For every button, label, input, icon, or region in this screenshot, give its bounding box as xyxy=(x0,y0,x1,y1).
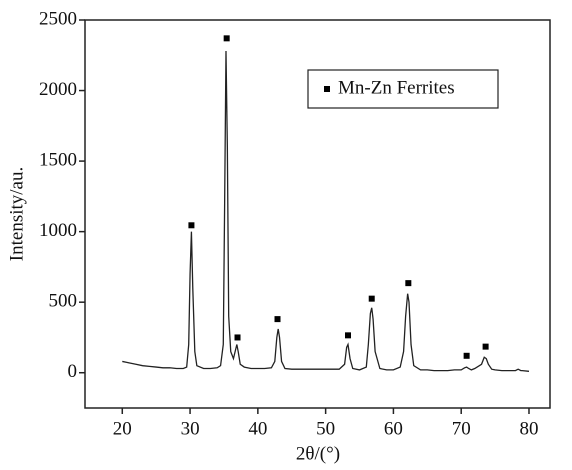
x-tick-label: 30 xyxy=(181,418,200,439)
data-marker xyxy=(463,352,470,359)
plot-frame xyxy=(84,19,551,409)
legend-label: Mn-Zn Ferrites xyxy=(338,77,455,98)
y-tick-label: 2000 xyxy=(39,79,77,100)
y-tick-label: 1500 xyxy=(39,149,77,170)
x-tick-label: 20 xyxy=(113,418,132,439)
x-tick-label: 70 xyxy=(452,418,471,439)
x-tick-label: 60 xyxy=(384,418,403,439)
x-tick-label: 80 xyxy=(519,418,538,439)
data-marker xyxy=(188,222,195,229)
data-line xyxy=(122,51,530,372)
y-tick-label: 2500 xyxy=(39,8,77,29)
y-axis-label: Intensity/au. xyxy=(6,167,27,261)
y-tick-label: 500 xyxy=(49,291,78,312)
legend-box xyxy=(307,69,499,109)
x-axis-label: 2θ/(°) xyxy=(296,443,340,464)
data-marker xyxy=(482,343,489,350)
x-tick-label: 50 xyxy=(316,418,335,439)
data-marker xyxy=(274,316,281,323)
y-tick-label: 1000 xyxy=(39,220,77,241)
data-marker xyxy=(223,35,230,42)
legend-marker xyxy=(324,86,330,92)
data-marker xyxy=(405,280,412,287)
x-tick-label: 40 xyxy=(248,418,267,439)
data-marker xyxy=(368,295,375,302)
y-tick-label: 0 xyxy=(68,361,78,382)
data-marker xyxy=(345,332,352,339)
data-marker xyxy=(234,334,241,341)
